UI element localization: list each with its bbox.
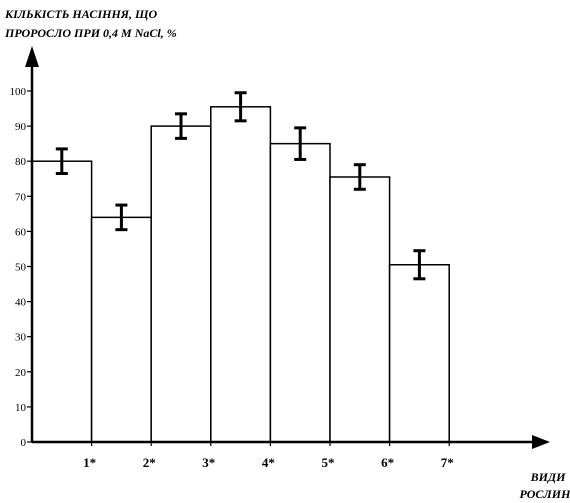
x-axis-title: ВИДИ РОСЛИН xyxy=(520,470,570,501)
y-axis-arrow xyxy=(25,46,39,67)
x-tick-label-4: 4* xyxy=(262,455,275,470)
y-tick-label: 0 xyxy=(21,437,27,449)
bars xyxy=(31,106,450,443)
y-tick-label: 90 xyxy=(15,121,27,133)
bar-5 xyxy=(269,142,331,443)
y-tick-label: 10 xyxy=(15,402,27,414)
x-tick-label-2: 2* xyxy=(143,455,156,470)
x-tick-label-5: 5* xyxy=(322,455,335,470)
x-tick-label-6: 6* xyxy=(381,455,394,470)
bar-6 xyxy=(329,176,391,443)
bar-2 xyxy=(90,216,152,443)
y-tick-label: 20 xyxy=(15,367,27,379)
y-tick-label: 40 xyxy=(15,297,27,309)
error-bars xyxy=(55,91,426,281)
y-axis-title-line-2: ПРОРОСЛО ПРИ 0,4 М NaCl, % xyxy=(4,26,177,40)
x-axis-arrow xyxy=(532,435,550,449)
axes xyxy=(25,46,550,449)
y-ticks: 0 10 20 30 40 50 60 70 80 90 100 xyxy=(10,86,32,449)
error-bar-4 xyxy=(234,91,247,123)
x-tick-label-3: 3* xyxy=(202,455,215,470)
error-bar-5 xyxy=(294,126,307,161)
error-bar-1 xyxy=(55,147,68,175)
error-bar-7 xyxy=(413,249,426,281)
error-bar-6 xyxy=(353,163,366,191)
x-axis-title-line-2: РОСЛИН xyxy=(520,487,570,501)
x-tick-labels: 1* 2* 3* 4* 5* 6* 7* xyxy=(83,442,454,470)
bar-3 xyxy=(150,125,212,443)
bar-7 xyxy=(388,263,450,443)
x-axis-title-line-1: ВИДИ xyxy=(530,470,567,484)
y-tick-label: 60 xyxy=(15,226,27,238)
error-bar-2 xyxy=(115,203,128,232)
y-axis-title-line-1: КІЛЬКІСТЬ НАСІННЯ, ЩО xyxy=(4,7,158,21)
error-bar-3 xyxy=(175,112,187,140)
y-tick-label: 100 xyxy=(10,86,27,98)
y-tick-label: 50 xyxy=(15,262,27,274)
y-tick-label: 70 xyxy=(15,191,27,203)
bar-1 xyxy=(31,160,93,443)
y-tick-label: 30 xyxy=(15,332,27,344)
bar-4 xyxy=(210,106,272,443)
x-tick-label-1: 1* xyxy=(83,455,96,470)
y-tick-label: 80 xyxy=(15,156,27,168)
y-axis-title: КІЛЬКІСТЬ НАСІННЯ, ЩО ПРОРОСЛО ПРИ 0,4 М… xyxy=(4,7,177,40)
x-tick-label-7: 7* xyxy=(441,455,454,470)
